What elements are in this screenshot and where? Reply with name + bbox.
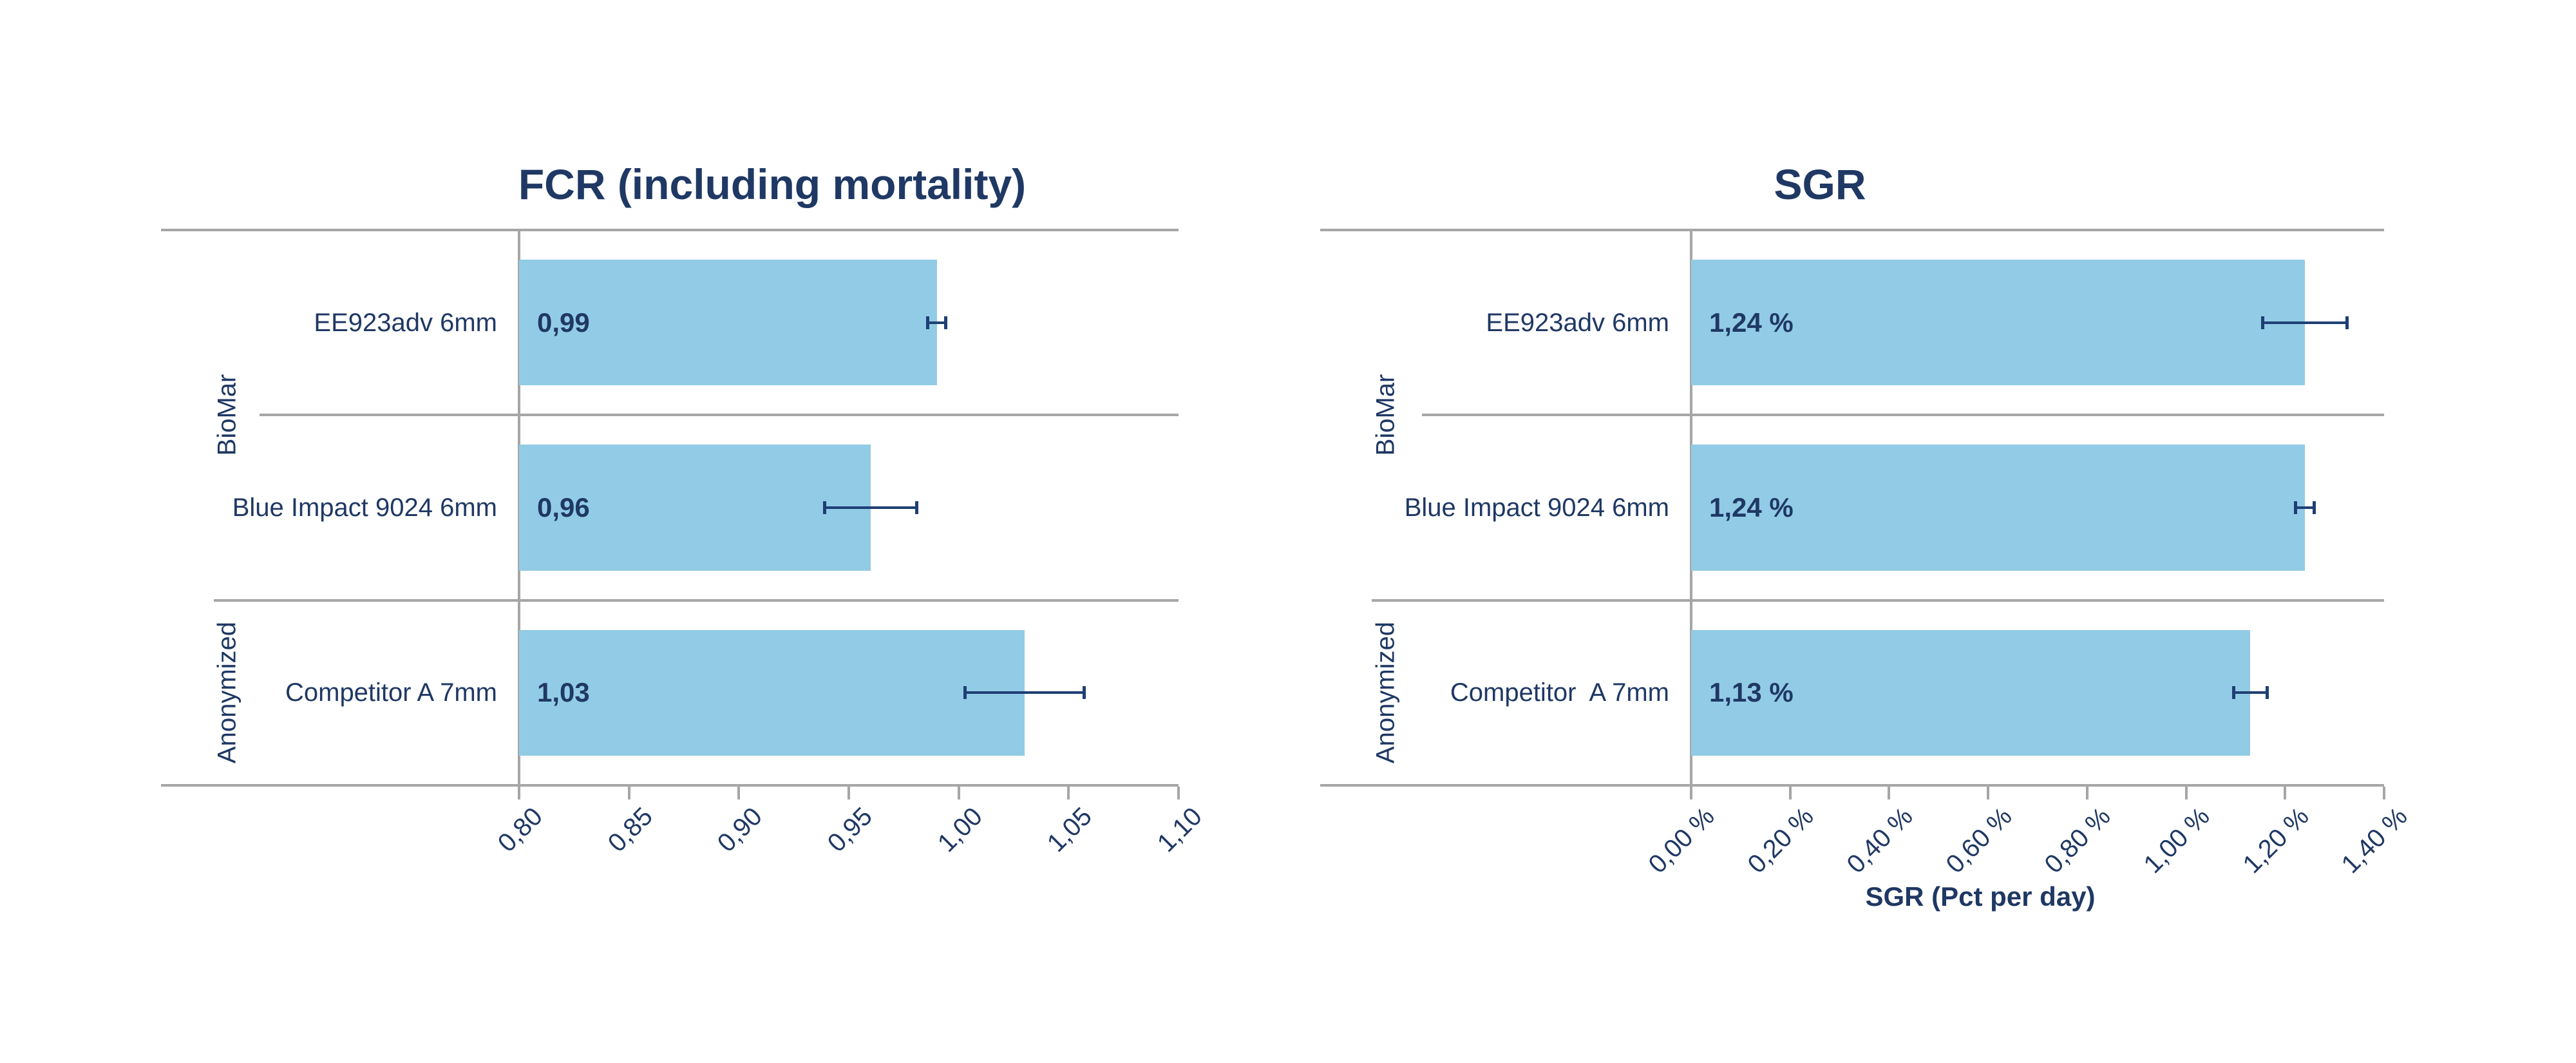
x-axis-line [1320, 784, 2384, 787]
category-label: Competitor A 7mm [1450, 678, 1669, 707]
group-divider-line [214, 599, 1179, 602]
bar [1691, 445, 2306, 571]
x-tick-mark [1177, 787, 1180, 800]
category-label: EE923adv 6mm [314, 308, 497, 337]
x-tick-label-text: 1,00 % [2138, 802, 2215, 879]
x-tick-mark [2085, 787, 2088, 800]
category-divider-line [1422, 414, 2384, 417]
error-bar-line [2295, 506, 2315, 509]
group-label: BioMar [1371, 374, 1400, 456]
error-bar-cap-right [2345, 316, 2349, 329]
error-bar-cap-right [2313, 501, 2316, 514]
bar [519, 629, 1025, 756]
x-tick-label-text: 0,00 % [1643, 802, 1721, 879]
bar-value-label: 1,03 [537, 677, 590, 708]
error-bar-line [2262, 321, 2347, 324]
category-label: EE923adv 6mm [1486, 308, 1669, 337]
bar-value-label: 0,96 [537, 492, 590, 522]
error-bar-cap-right [943, 316, 947, 329]
error-bar-line [927, 321, 946, 324]
plot-top-border [1320, 229, 2384, 231]
error-bar-cap-right [915, 501, 919, 514]
x-tick-mark [1690, 787, 1692, 800]
x-tick-mark [1067, 787, 1070, 800]
error-bar-line [824, 506, 917, 509]
x-tick-mark [737, 787, 741, 800]
category-label: Competitor A 7mm [285, 678, 497, 707]
x-tick-mark [1987, 787, 1990, 800]
x-tick-label-text: 0,40 % [1841, 802, 1918, 879]
error-bar-cap-left [963, 686, 967, 700]
bar [1691, 259, 2306, 386]
error-bar-cap-right [2266, 686, 2269, 700]
x-tick-mark [627, 787, 630, 800]
bar [1691, 629, 2251, 756]
chart-title: FCR (including mortality) [518, 160, 1027, 208]
x-tick-label-text: 1,20 % [2237, 802, 2315, 879]
category-label: Blue Impact 9024 6mm [1404, 493, 1669, 522]
chart-title: SGR [1774, 160, 1866, 208]
bar-value-label: 1,13 % [1709, 677, 1794, 708]
x-tick-mark [2383, 787, 2385, 800]
x-tick-mark [848, 787, 850, 800]
plot-top-border [161, 229, 1179, 231]
error-bar-cap-right [1082, 686, 1086, 700]
error-bar-cap-left [926, 316, 930, 329]
bar [519, 445, 871, 571]
x-tick-mark [518, 787, 520, 800]
category-label: Blue Impact 9024 6mm [232, 493, 497, 522]
error-bar-cap-left [2231, 686, 2235, 700]
bar-value-label: 0,99 [537, 307, 590, 338]
x-tick-label-text: 0,80 % [2039, 802, 2116, 879]
error-bar-cap-left [822, 501, 826, 514]
bar-value-label: 1,24 % [1709, 307, 1794, 338]
x-tick-mark [2184, 787, 2188, 800]
x-tick-label-text: 0,20 % [1742, 802, 1819, 879]
x-axis-line [161, 784, 1179, 787]
x-tick-label-text: 0,60 % [1940, 802, 2018, 879]
error-bar-cap-left [2261, 316, 2265, 329]
x-tick-mark [2284, 787, 2287, 800]
x-tick-mark [957, 787, 960, 800]
bar [519, 259, 937, 386]
group-label: Anonymized [1371, 622, 1400, 764]
category-divider-line [260, 414, 1179, 417]
x-tick-mark [1888, 787, 1891, 800]
group-divider-line [1372, 599, 2384, 602]
error-bar-cap-left [2293, 501, 2297, 514]
x-tick-mark [1788, 787, 1792, 800]
error-bar-line [965, 691, 1084, 694]
x-axis-title: SGR (Pct per day) [1865, 881, 2096, 912]
error-bar-line [2233, 691, 2268, 694]
x-tick-label-text: 1,40 % [2336, 802, 2414, 879]
bar-value-label: 1,24 % [1709, 492, 1794, 522]
